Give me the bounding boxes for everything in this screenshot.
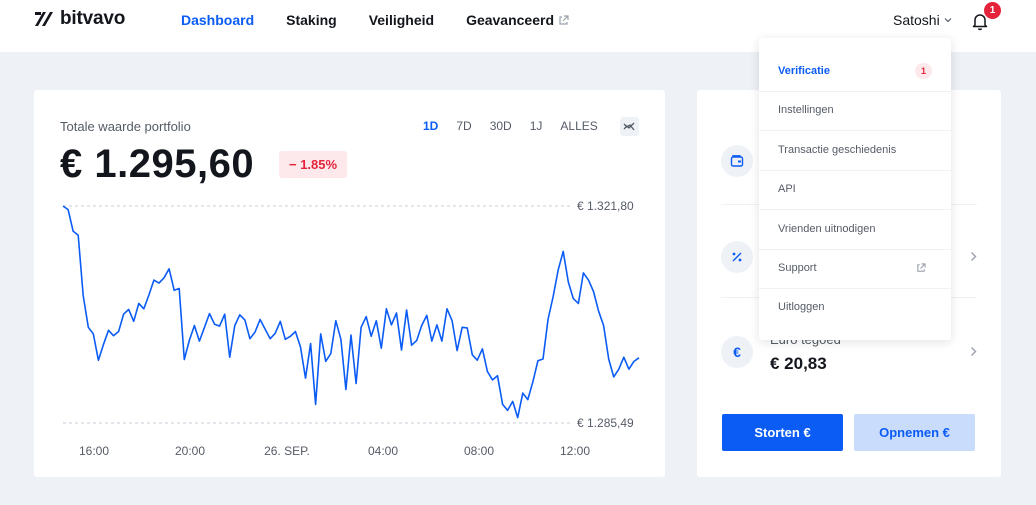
menu-item-label: Instellingen — [778, 104, 834, 116]
chevron-right-icon — [970, 249, 977, 265]
bell-icon[interactable] — [969, 10, 991, 32]
x-tick-label: 04:00 — [368, 444, 398, 458]
menu-item-instellingen[interactable]: Instellingen — [759, 90, 951, 130]
portfolio-chart[interactable]: € 1.321,80 € 1.285,49 16:00 20:00 26. SEP. 04… — [34, 90, 665, 477]
menu-divider — [759, 91, 951, 92]
external-link-icon — [559, 14, 569, 25]
range-alles[interactable]: ALLES — [560, 119, 598, 133]
menu-item-api[interactable]: API — [759, 169, 951, 209]
wallet-icon — [721, 145, 753, 177]
portfolio-value-line — [62, 205, 640, 419]
menu-divider — [759, 130, 951, 131]
range-selector: 1D 7D 30D 1J ALLES — [423, 119, 598, 133]
menu-item-vrienden-uitnodigen[interactable]: Vrienden uitnodigen — [759, 209, 951, 249]
menu-divider — [759, 249, 951, 250]
nav-item-geavanceerd-label: Geavanceerd — [466, 12, 555, 28]
range-7d[interactable]: 7D — [456, 119, 472, 133]
chart-type-toggle[interactable] — [620, 117, 639, 136]
user-dropdown-menu: Verificatie 1 Instellingen Transactie ge… — [759, 38, 951, 340]
nav-item-dashboard[interactable]: Dashboard — [181, 12, 255, 28]
nav-item-geavanceerd[interactable]: Geavanceerd — [466, 12, 569, 28]
menu-divider — [759, 209, 951, 210]
chart-compare-icon — [623, 122, 635, 131]
portfolio-card: Totale waarde portfolio 1D 7D 30D 1J ALL… — [34, 90, 665, 477]
x-tick-label: 16:00 — [79, 444, 109, 458]
x-tick-label: 20:00 — [175, 444, 205, 458]
verification-badge: 1 — [915, 63, 932, 79]
brand-name: bitvavo — [60, 8, 126, 29]
menu-item-label: Uitloggen — [778, 301, 825, 313]
chevron-down-icon — [944, 18, 952, 23]
menu-divider — [759, 170, 951, 171]
euro-icon: € — [721, 336, 753, 368]
menu-item-verificatie[interactable]: Verificatie 1 — [759, 51, 951, 91]
nav-item-staking[interactable]: Staking — [286, 12, 337, 28]
menu-item-label: Support — [778, 262, 817, 274]
menu-divider — [759, 288, 951, 289]
withdraw-button[interactable]: Opnemen € — [854, 414, 975, 451]
x-tick-label: 12:00 — [560, 444, 590, 458]
bitvavo-logo-icon — [35, 12, 53, 26]
y-ref-label-low: € 1.285,49 — [577, 416, 634, 430]
y-ref-label-high: € 1.321,80 — [577, 199, 634, 213]
percent-icon — [721, 241, 753, 273]
top-navigation-bar: bitvavo Dashboard Staking Veiligheid Gea… — [0, 0, 1036, 52]
menu-item-label: API — [778, 183, 796, 195]
menu-item-uitloggen[interactable]: Uitloggen — [759, 287, 951, 327]
range-30d[interactable]: 30D — [489, 119, 512, 133]
nav-item-veiligheid[interactable]: Veiligheid — [368, 12, 435, 28]
notification-badge: 1 — [984, 2, 1001, 19]
external-link-icon — [917, 263, 926, 272]
bitvavo-logo[interactable]: bitvavo — [34, 8, 126, 29]
deposit-button[interactable]: Storten € — [722, 414, 843, 451]
portfolio-change-badge: − 1.85% — [279, 151, 348, 178]
euro-balance-value: € 20,83 — [770, 354, 827, 373]
menu-item-label: Transactie geschiedenis — [778, 144, 897, 156]
user-name: Satoshi — [893, 12, 940, 28]
menu-item-support[interactable]: Support — [759, 248, 951, 288]
x-tick-label: 26. SEP. — [264, 444, 310, 458]
range-1j[interactable]: 1J — [529, 119, 543, 133]
menu-item-transactie-geschiedenis[interactable]: Transactie geschiedenis — [759, 130, 951, 170]
main-nav: Dashboard Staking Veiligheid Geavanceerd — [181, 12, 569, 28]
side-row-percent[interactable] — [721, 205, 977, 298]
menu-item-label: Vrienden uitnodigen — [778, 223, 876, 235]
menu-item-label: Verificatie — [778, 65, 830, 77]
chevron-right-icon — [970, 344, 977, 360]
portfolio-value: € 1.295,60 — [60, 142, 255, 186]
x-tick-label: 08:00 — [464, 444, 494, 458]
portfolio-title: Totale waarde portfolio — [60, 119, 191, 134]
user-menu-toggle[interactable]: Satoshi — [893, 12, 952, 28]
range-1d[interactable]: 1D — [423, 119, 439, 133]
